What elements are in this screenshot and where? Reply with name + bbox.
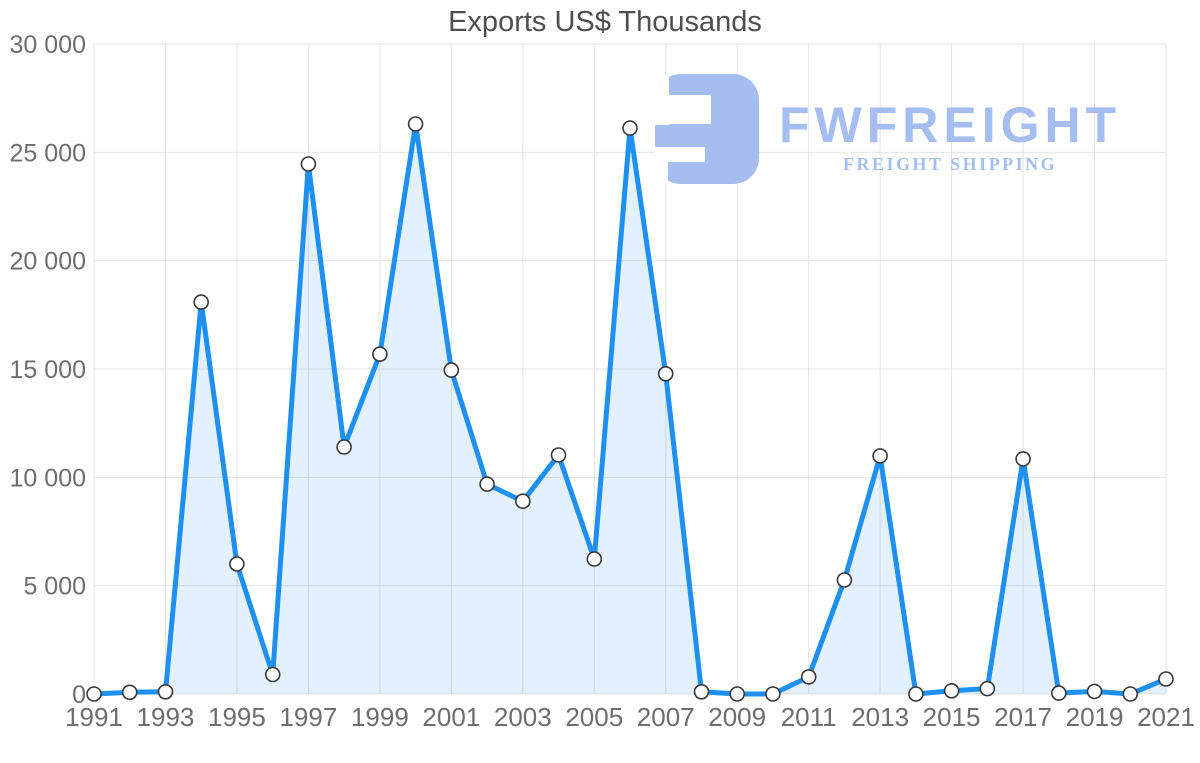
x-tick-label: 2001 [422, 702, 480, 732]
data-point-2000[interactable] [407, 116, 424, 132]
data-point-1995[interactable] [229, 556, 245, 572]
y-tick-label: 30 000 [10, 31, 86, 59]
data-point-1991[interactable] [86, 686, 102, 702]
data-point-2003[interactable] [514, 493, 531, 510]
data-point-1994[interactable] [193, 294, 209, 310]
data-point-2016[interactable] [979, 680, 996, 697]
data-point-2012[interactable] [836, 572, 853, 588]
data-point-2018[interactable] [1051, 685, 1067, 701]
x-tick-label: 1997 [279, 702, 337, 732]
data-point-1998[interactable] [336, 439, 352, 455]
data-point-2013[interactable] [872, 448, 888, 464]
y-tick-label: 5 000 [23, 573, 86, 601]
data-point-2010[interactable] [765, 686, 781, 702]
x-tick-label: 2007 [637, 702, 695, 732]
x-tick-label: 2017 [994, 702, 1052, 732]
data-point-2011[interactable] [800, 669, 817, 685]
y-tick-label: 10 000 [10, 464, 86, 492]
data-point-1997[interactable] [300, 156, 317, 172]
x-tick-label: 2003 [494, 702, 552, 732]
x-tick-label: 2015 [923, 702, 981, 732]
y-tick-label: 25 000 [10, 139, 86, 167]
data-point-2002[interactable] [479, 476, 495, 492]
data-point-2015[interactable] [943, 682, 960, 699]
x-tick-label: 1993 [137, 702, 195, 732]
data-point-2001[interactable] [443, 362, 460, 378]
x-tick-label: 2019 [1066, 702, 1124, 732]
x-tick-label: 2009 [708, 702, 766, 732]
area-fill-path [94, 124, 1166, 694]
data-point-2005[interactable] [586, 551, 603, 567]
data-point-2017[interactable] [1015, 451, 1031, 467]
data-point-1992[interactable] [121, 684, 138, 701]
x-axis-labels: 1991 1993 1995 1997 1999 2001 2003 2005 2007 2009… [65, 702, 1195, 732]
x-tick-label: 1991 [65, 702, 123, 732]
data-point-1999[interactable] [372, 346, 388, 362]
x-tick-label: 2013 [851, 702, 909, 732]
y-tick-label: 15 000 [10, 356, 86, 384]
data-point-2009[interactable] [729, 686, 746, 702]
y-tick-label: 0 [72, 681, 86, 709]
chart-title: Exports US$ Thousands [448, 6, 762, 38]
data-point-1993[interactable] [157, 683, 174, 700]
area-fill [94, 124, 1166, 694]
data-point-2008[interactable] [693, 683, 710, 700]
data-points [86, 116, 1174, 702]
x-tick-label: 2005 [565, 702, 623, 732]
y-axis-labels: 0 5 000 10 000 15 000 20 000 25 000 30 000 [10, 31, 86, 709]
x-tick-label: 1999 [351, 702, 409, 732]
x-tick-label: 1995 [208, 702, 266, 732]
x-tick-label: 2011 [781, 702, 837, 732]
data-point-1996[interactable] [264, 666, 281, 683]
y-tick-label: 20 000 [10, 248, 86, 276]
data-point-2006[interactable] [622, 120, 638, 136]
data-point-2020[interactable] [1122, 686, 1139, 702]
data-point-2007[interactable] [657, 365, 674, 382]
x-tick-label: 2021 [1137, 702, 1195, 732]
data-point-2019[interactable] [1086, 683, 1103, 700]
data-point-2004[interactable] [550, 447, 567, 463]
data-point-2021[interactable] [1158, 671, 1174, 687]
data-point-2014[interactable] [908, 686, 924, 702]
